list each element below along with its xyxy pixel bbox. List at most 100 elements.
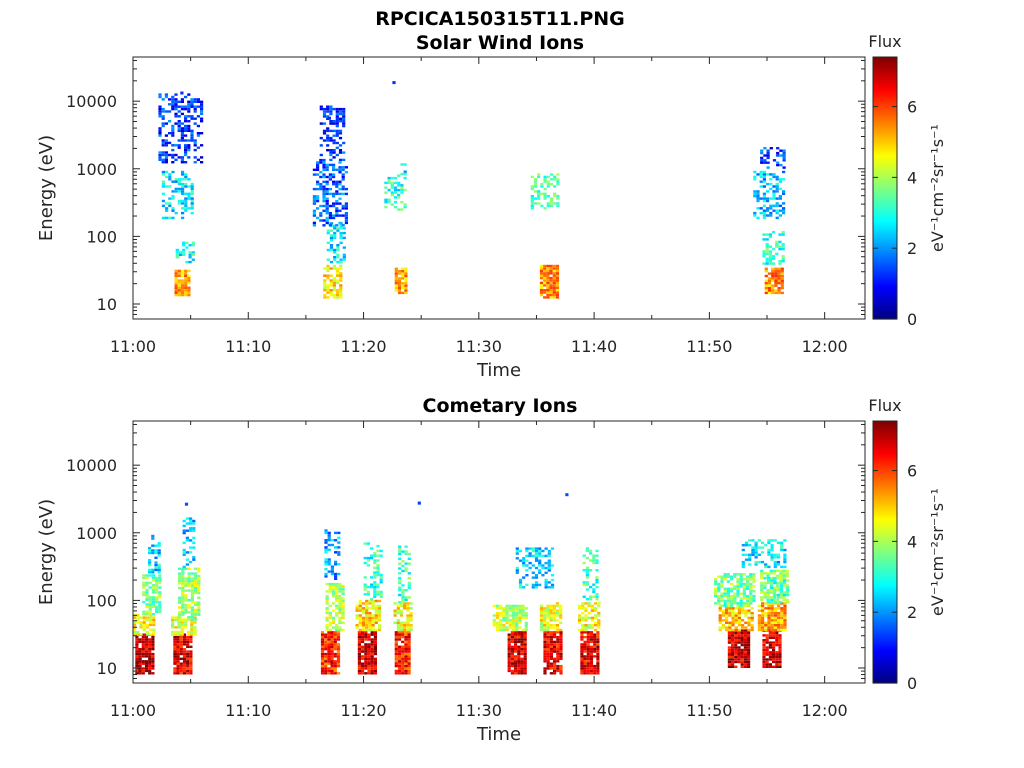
heat-cell <box>190 577 194 580</box>
heat-cell <box>325 187 329 191</box>
heat-cell <box>761 616 765 620</box>
heat-cell <box>775 660 779 664</box>
heat-cell <box>165 170 169 174</box>
heat-cell <box>141 638 145 641</box>
heat-cell <box>546 180 550 183</box>
heat-cell <box>319 122 323 125</box>
heat-cell <box>775 665 779 668</box>
heat-cell <box>547 581 551 584</box>
heat-cell <box>764 544 768 547</box>
heat-cell <box>531 549 535 553</box>
heat-cell <box>776 589 780 592</box>
heat-cell <box>773 607 777 610</box>
heat-cell <box>322 197 326 200</box>
heat-cell <box>177 623 181 627</box>
heat-cell <box>401 652 405 656</box>
heat-cell <box>177 146 181 149</box>
heat-cell <box>177 129 181 132</box>
heat-cell <box>376 554 380 557</box>
heat-cell <box>190 594 194 597</box>
heat-cell <box>552 614 556 617</box>
heat-cell <box>594 628 598 632</box>
heat-cell <box>155 579 159 582</box>
heat-cell <box>769 576 773 580</box>
heat-cell <box>344 221 348 225</box>
heat-cell <box>766 572 770 575</box>
heat-cell <box>747 616 751 620</box>
heat-cell <box>552 607 556 610</box>
heat-cell <box>559 672 563 675</box>
heat-cell <box>748 553 752 556</box>
heat-cell <box>718 616 722 620</box>
heat-cell <box>335 614 339 617</box>
heat-cell <box>733 597 737 600</box>
colorbar-segment <box>873 67 897 70</box>
heat-cell <box>185 563 189 566</box>
heat-cell <box>725 611 729 615</box>
heat-cell <box>770 624 774 627</box>
heat-cell <box>726 575 730 578</box>
heat-cell <box>404 655 408 658</box>
heat-cell <box>721 626 725 629</box>
heat-cell <box>341 616 345 620</box>
heat-cell <box>187 289 191 292</box>
heat-cell <box>543 621 547 624</box>
heat-cell <box>335 202 339 205</box>
heat-cell <box>184 286 188 289</box>
heat-cell <box>361 638 365 641</box>
heat-cell <box>546 652 550 656</box>
heat-cell <box>769 584 773 587</box>
heat-cell <box>181 182 185 186</box>
heat-cell <box>772 660 776 664</box>
heat-cell <box>197 574 201 578</box>
heat-cell <box>151 655 155 658</box>
heat-cell <box>193 144 197 147</box>
heat-cell <box>772 175 776 179</box>
heat-cell <box>764 563 768 566</box>
heat-cell <box>176 643 180 646</box>
heat-cell <box>750 607 754 610</box>
heat-cell <box>720 592 724 595</box>
heat-cell <box>174 107 178 111</box>
heat-cell <box>726 573 730 576</box>
heat-cell <box>364 648 368 651</box>
heat-cell <box>326 284 330 287</box>
heat-cell <box>357 660 361 663</box>
heat-cell <box>338 132 343 135</box>
heat-cell <box>335 146 339 149</box>
heat-cell <box>171 216 175 220</box>
heat-cell <box>507 648 511 651</box>
heat-cell <box>731 641 735 644</box>
heat-cell <box>155 576 159 580</box>
heat-cell <box>361 655 365 658</box>
heat-cell <box>171 180 175 183</box>
heat-cell <box>323 286 327 289</box>
heat-cell <box>173 640 177 644</box>
heat-cell <box>194 586 198 590</box>
colorbar-segment <box>873 645 897 648</box>
heat-cell <box>373 664 377 668</box>
heat-cell <box>145 584 149 587</box>
colorbar-segment <box>873 511 897 514</box>
heat-cell <box>176 650 180 653</box>
heat-cell <box>322 173 326 176</box>
heat-cell <box>775 651 779 654</box>
heat-cell <box>769 187 773 191</box>
heat-cell <box>397 286 402 290</box>
heat-cell <box>752 578 756 581</box>
heat-cell <box>364 672 368 675</box>
heat-cell <box>370 655 374 658</box>
heat-cell <box>539 604 544 608</box>
heat-cell <box>586 645 590 648</box>
heat-cell <box>559 621 563 624</box>
heat-cell <box>184 608 188 612</box>
heat-cell <box>394 284 398 287</box>
heat-cell <box>184 579 188 583</box>
heat-cell <box>767 289 772 292</box>
heat-cell <box>181 579 185 583</box>
heat-cell <box>786 601 790 604</box>
heat-cell <box>530 197 534 200</box>
heat-cell <box>731 621 735 624</box>
heat-cell <box>775 202 779 205</box>
heat-cell <box>727 639 731 642</box>
